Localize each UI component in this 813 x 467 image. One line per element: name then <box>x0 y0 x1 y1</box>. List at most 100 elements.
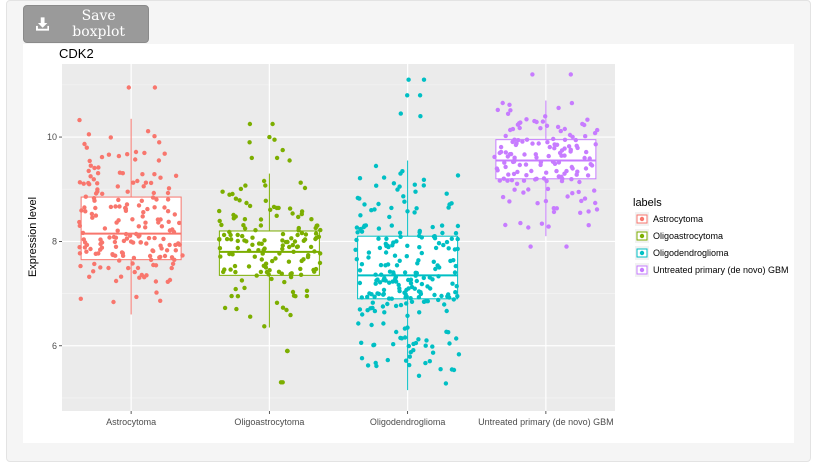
data-point <box>273 256 278 261</box>
data-point <box>390 279 395 284</box>
outlier-point <box>406 77 411 82</box>
data-point <box>134 294 139 300</box>
data-point <box>383 278 388 283</box>
data-point <box>234 306 239 312</box>
data-point <box>118 274 124 279</box>
data-point <box>262 238 267 243</box>
data-point <box>389 223 394 228</box>
axes: 6 8 10 Astrocytoma Oligoastrocytoma Oligodend… <box>47 132 614 427</box>
data-point <box>135 178 140 184</box>
data-point <box>233 196 239 201</box>
data-point <box>514 181 520 186</box>
legend-item: Oligoastrocytoma <box>635 229 723 243</box>
data-point <box>562 137 568 142</box>
data-point <box>545 186 551 192</box>
data-point <box>166 219 171 224</box>
data-point <box>423 360 428 366</box>
data-point <box>427 359 432 364</box>
legend-item: Astrocytoma <box>635 212 703 226</box>
data-point <box>419 250 424 256</box>
data-point <box>398 234 403 239</box>
data-point <box>552 146 557 151</box>
data-point <box>564 168 569 174</box>
data-point <box>219 222 224 228</box>
data-point <box>77 180 83 185</box>
data-point <box>534 155 539 160</box>
data-point <box>237 198 242 203</box>
data-point <box>290 211 295 216</box>
data-point <box>456 352 462 357</box>
data-point <box>397 230 403 235</box>
data-point <box>432 292 437 298</box>
y-tick-label: 8 <box>52 236 57 246</box>
data-point <box>389 205 394 211</box>
data-point <box>402 270 408 275</box>
data-point <box>444 308 449 314</box>
data-point <box>113 204 118 209</box>
data-point <box>447 341 452 346</box>
data-point <box>126 265 131 271</box>
data-point <box>375 277 380 282</box>
data-point <box>177 220 182 226</box>
save-boxplot-button[interactable]: Save boxplot <box>23 5 149 43</box>
data-point <box>417 230 422 235</box>
data-point <box>142 150 147 156</box>
data-point <box>530 141 535 146</box>
data-point <box>377 245 383 251</box>
data-point <box>298 266 303 272</box>
data-point <box>543 198 549 204</box>
data-point <box>391 342 396 347</box>
series-1 <box>217 121 323 385</box>
legend-key-dot <box>639 216 645 222</box>
data-point <box>507 199 512 204</box>
data-point <box>536 141 541 146</box>
data-point <box>521 190 526 195</box>
data-point <box>258 217 264 222</box>
data-point <box>88 163 94 168</box>
data-point <box>166 186 172 191</box>
data-point <box>404 301 409 306</box>
data-point <box>252 254 257 259</box>
data-point <box>291 293 297 298</box>
data-point <box>555 124 561 130</box>
data-point <box>359 262 365 267</box>
outlier-point <box>280 147 285 153</box>
data-point <box>137 275 142 280</box>
data-point <box>570 166 575 171</box>
data-point <box>562 146 567 151</box>
data-point <box>318 251 323 256</box>
data-point <box>84 249 89 254</box>
data-point <box>283 239 289 245</box>
data-point <box>503 164 508 170</box>
data-point <box>414 278 419 284</box>
data-point <box>436 274 441 279</box>
data-point <box>584 149 589 155</box>
data-point <box>587 156 592 161</box>
save-boxplot-label: Save boxplot <box>72 8 126 40</box>
data-point <box>248 314 253 319</box>
data-point <box>558 128 563 134</box>
data-point <box>87 274 92 279</box>
data-point <box>98 265 103 270</box>
data-point <box>228 237 234 242</box>
data-point <box>141 184 146 189</box>
data-point <box>357 176 363 181</box>
data-point <box>522 152 527 157</box>
data-point <box>444 191 449 196</box>
data-point <box>362 202 367 207</box>
data-point <box>498 144 504 150</box>
data-point <box>262 246 267 251</box>
data-point <box>407 354 412 359</box>
data-point <box>354 225 360 230</box>
data-point <box>445 294 450 299</box>
data-point <box>498 149 504 155</box>
data-point <box>145 129 151 134</box>
data-point <box>594 207 600 212</box>
data-point <box>287 244 292 250</box>
data-point <box>82 245 88 250</box>
outlier-point <box>274 155 280 161</box>
data-point <box>409 284 415 290</box>
data-point <box>79 208 84 213</box>
data-point <box>177 242 182 247</box>
data-point <box>95 181 100 186</box>
